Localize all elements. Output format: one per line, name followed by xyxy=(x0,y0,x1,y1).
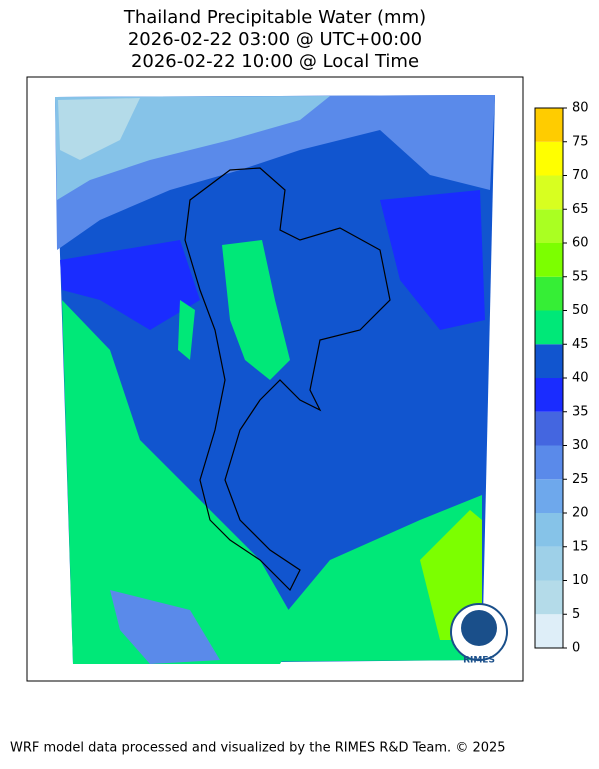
colorbar-tick-label: 25 xyxy=(572,472,589,487)
colorbar-tick-label: 65 xyxy=(572,202,589,217)
colorbar-bin xyxy=(535,141,563,176)
colorbar-tick-label: 0 xyxy=(572,641,580,656)
map xyxy=(26,76,524,682)
colorbar-bin xyxy=(535,175,563,210)
colorbar-bin xyxy=(535,378,563,412)
footer: WRF model data processed and visualized … xyxy=(10,741,506,756)
colorbar-tick-label: 35 xyxy=(572,404,589,419)
colorbar-bin xyxy=(535,209,563,243)
colorbar-tick-label: 10 xyxy=(572,573,589,588)
field xyxy=(60,240,200,330)
country-outline xyxy=(184,167,391,592)
colorbar-tick-label: 45 xyxy=(572,337,589,352)
colorbar-bin xyxy=(535,614,563,648)
colorbar-tick-label: 15 xyxy=(572,539,589,554)
field xyxy=(62,300,300,664)
colorbar-tick-label: 30 xyxy=(572,438,589,453)
colorbar-tick-label: 60 xyxy=(572,236,589,251)
colorbar-tick-label: 40 xyxy=(572,371,589,386)
field xyxy=(222,240,290,380)
colorbar-bin xyxy=(535,445,563,480)
field xyxy=(380,190,485,330)
colorbar-tick-label: 20 xyxy=(572,506,589,521)
colorbar-bin xyxy=(535,108,563,142)
colorbar-bin xyxy=(535,546,563,581)
logo: RIMES xyxy=(450,603,508,666)
colorbar-bin xyxy=(535,344,563,378)
colorbar-bin xyxy=(535,276,563,311)
title-line: 2026-02-22 10:00 @ Local Time xyxy=(131,51,419,72)
colorbar-tick-label: 70 xyxy=(572,168,589,183)
logo-text: RIMES xyxy=(463,656,495,666)
colorbar-tick-label: 50 xyxy=(572,303,589,318)
colorbar-bin xyxy=(535,411,563,446)
colorbar-bin xyxy=(535,479,563,513)
field xyxy=(178,300,195,360)
colorbar-bin xyxy=(535,310,563,345)
title-line: 2026-02-22 03:00 @ UTC+00:00 xyxy=(128,29,422,50)
colorbar-tick-label: 55 xyxy=(572,269,589,284)
colorbar-bin xyxy=(535,513,563,547)
colorbar-tick-label: 80 xyxy=(572,101,589,116)
field xyxy=(210,495,482,662)
colorbar-tick-label: 75 xyxy=(572,134,589,149)
title-line: Thailand Precipitable Water (mm) xyxy=(123,7,426,28)
logo-globe xyxy=(461,610,497,646)
field xyxy=(110,590,220,664)
colorbar-bin xyxy=(535,243,563,277)
field xyxy=(58,98,140,160)
colorbar: 0 5 10 15 20 25 30 35 40 45 50 55 60 65 70 75 80 xyxy=(534,101,589,656)
colorbar-tick-label: 5 xyxy=(572,607,580,622)
colorbar-bin xyxy=(535,580,563,615)
